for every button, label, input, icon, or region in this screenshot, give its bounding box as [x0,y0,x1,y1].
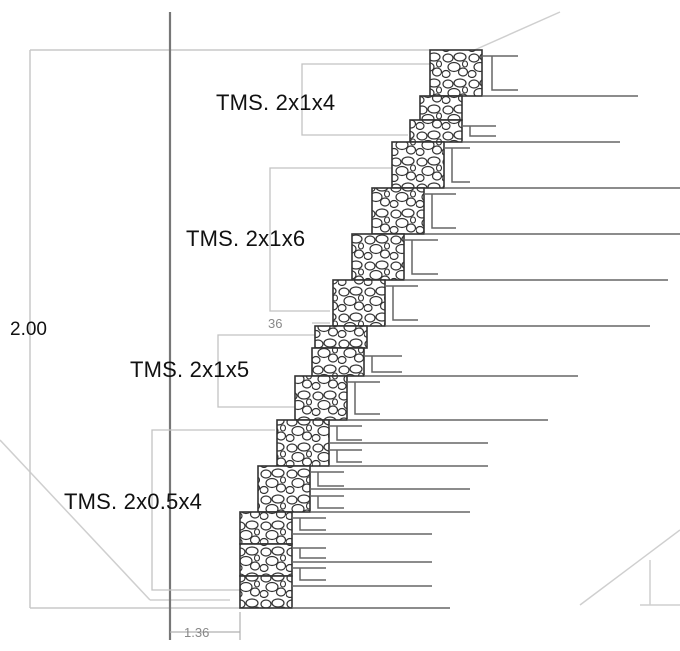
tms-label-2x1x4: TMS. 2x1x4 [216,90,336,115]
gabion-blocks [239,49,483,609]
tms-label-2x1x6: TMS. 2x1x6 [186,226,306,251]
group-brackets [151,63,430,591]
height-dimension-label: 2.00 [10,319,47,340]
height-dimension [29,49,430,609]
base-width-dimension [170,612,241,640]
tms-label-2x0-5x4: TMS. 2x0.5x4 [64,489,203,514]
terrain-lines [0,11,680,606]
geogrid-layers [292,55,680,609]
base-width-dimension-label: 1.36 [184,625,210,640]
tms-label-2x1x5: TMS. 2x1x5 [130,357,250,382]
offset-dimension-label: 36 [268,316,283,331]
